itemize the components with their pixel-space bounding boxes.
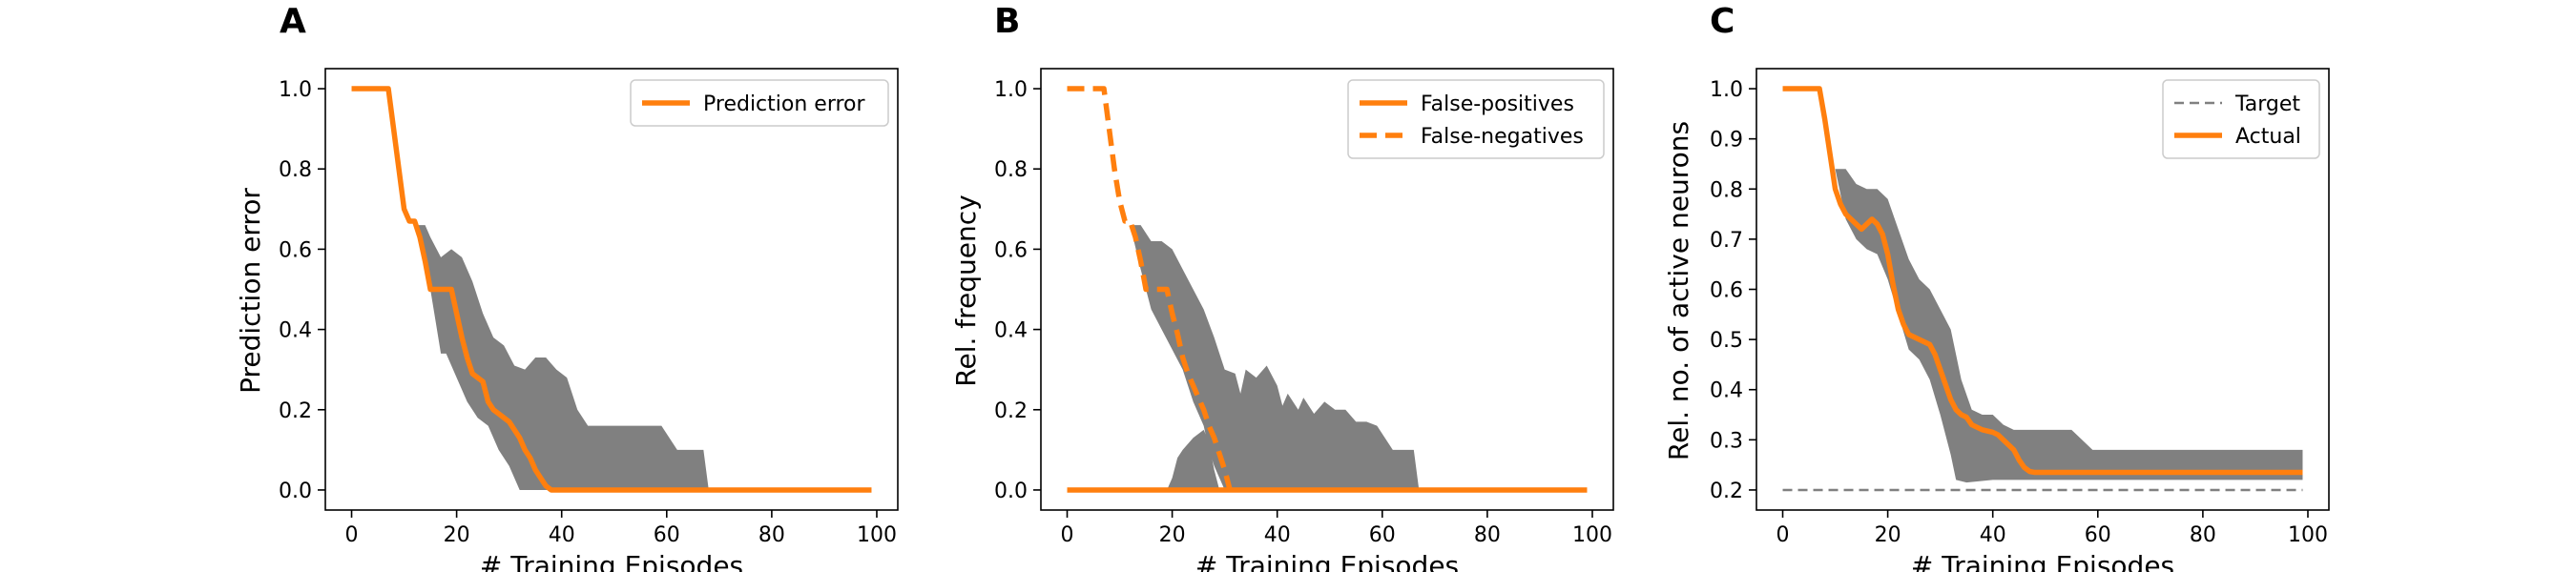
panel-a: A # Training Episodes Prediction error 0… <box>235 2 899 572</box>
x-tick-label: 0 <box>1776 523 1790 547</box>
x-tick-label: 60 <box>654 523 680 547</box>
x-axis-label-a: # Training Episodes <box>480 550 743 572</box>
y-tick-label: 0.4 <box>994 319 1028 343</box>
y-tick-label: 0.6 <box>279 238 312 262</box>
x-tick-label: 80 <box>758 523 785 547</box>
legend-label: Target <box>2234 92 2300 116</box>
y-tick-label: 0.4 <box>279 319 312 343</box>
x-tick-label: 40 <box>1980 523 2006 547</box>
y-tick-label: 0.2 <box>994 399 1028 423</box>
x-axis-label-b: # Training Episodes <box>1195 550 1459 572</box>
x-tick-label: 100 <box>857 523 897 547</box>
y-tick-label: 0.2 <box>1710 480 1743 503</box>
y-axis-label-b: Rel. frequency <box>950 194 982 386</box>
x-tick-label: 60 <box>2085 523 2111 547</box>
panel-letter-a: A <box>280 2 306 41</box>
y-tick-label: 0.6 <box>1710 279 1743 303</box>
x-tick-label: 20 <box>1875 523 1901 547</box>
y-tick-label: 1.0 <box>1710 78 1743 102</box>
y-tick-label: 0.6 <box>994 238 1028 262</box>
y-tick-label: 1.0 <box>279 78 312 102</box>
y-tick-label: 0.3 <box>1710 429 1743 453</box>
x-tick-label: 40 <box>549 523 575 547</box>
y-tick-label: 0.9 <box>1710 129 1743 153</box>
legend-label: False-negatives <box>1421 125 1584 149</box>
y-tick-label: 0.4 <box>1710 379 1743 403</box>
series-line-actual <box>1782 86 2303 476</box>
confidence-band <box>1130 225 1420 490</box>
legend: False-positives False-negatives <box>1347 79 1605 159</box>
legend-label: Actual <box>2235 125 2301 149</box>
y-axis-label-a: Prediction error <box>235 188 266 394</box>
x-axis-label-c: # Training Episodes <box>1911 550 2174 572</box>
y-axis-label-c: Rel. no. of active neurons <box>1663 121 1694 460</box>
legend-label: Prediction error <box>703 92 865 116</box>
x-tick-label: 100 <box>1572 523 1612 547</box>
legend: Target Actual <box>2162 79 2320 159</box>
series-line-prediction-error <box>351 86 872 493</box>
legend-box <box>1347 79 1605 159</box>
panel-letter-c: C <box>1710 2 1735 41</box>
panel-c: C # Training Episodes Rel. no. of active… <box>1663 2 2330 572</box>
legend: Prediction error <box>630 79 889 127</box>
x-tick-label: 40 <box>1264 523 1291 547</box>
confidence-band <box>414 225 709 490</box>
y-tick-label: 0.8 <box>994 158 1028 182</box>
axes-frame <box>324 68 899 511</box>
x-tick-label: 80 <box>1474 523 1501 547</box>
panel-letter-b: B <box>994 2 1020 41</box>
x-tick-label: 0 <box>345 523 359 547</box>
x-tick-label: 20 <box>444 523 470 547</box>
legend-box <box>2162 79 2320 159</box>
series-line-false-negatives <box>1067 86 1233 491</box>
legend-box <box>630 79 889 127</box>
y-tick-label: 0.7 <box>1710 229 1743 253</box>
axes-frame <box>1040 68 1614 511</box>
x-tick-label: 80 <box>2190 523 2216 547</box>
x-tick-label: 100 <box>2288 523 2328 547</box>
y-tick-label: 1.0 <box>994 78 1028 102</box>
x-tick-label: 0 <box>1061 523 1074 547</box>
y-tick-label: 0.0 <box>994 480 1028 503</box>
y-tick-label: 0.0 <box>279 480 312 503</box>
confidence-band-secondary <box>1167 429 1220 490</box>
x-tick-label: 20 <box>1159 523 1186 547</box>
y-tick-label: 0.2 <box>279 399 312 423</box>
y-tick-label: 0.8 <box>1710 178 1743 202</box>
panel-b: B # Training Episodes Rel. frequency 0 20… <box>950 2 1614 572</box>
y-tick-label: 0.5 <box>1710 329 1743 353</box>
x-tick-label: 60 <box>1369 523 1396 547</box>
y-tick-label: 0.8 <box>279 158 312 182</box>
legend-label: False-positives <box>1421 92 1574 116</box>
